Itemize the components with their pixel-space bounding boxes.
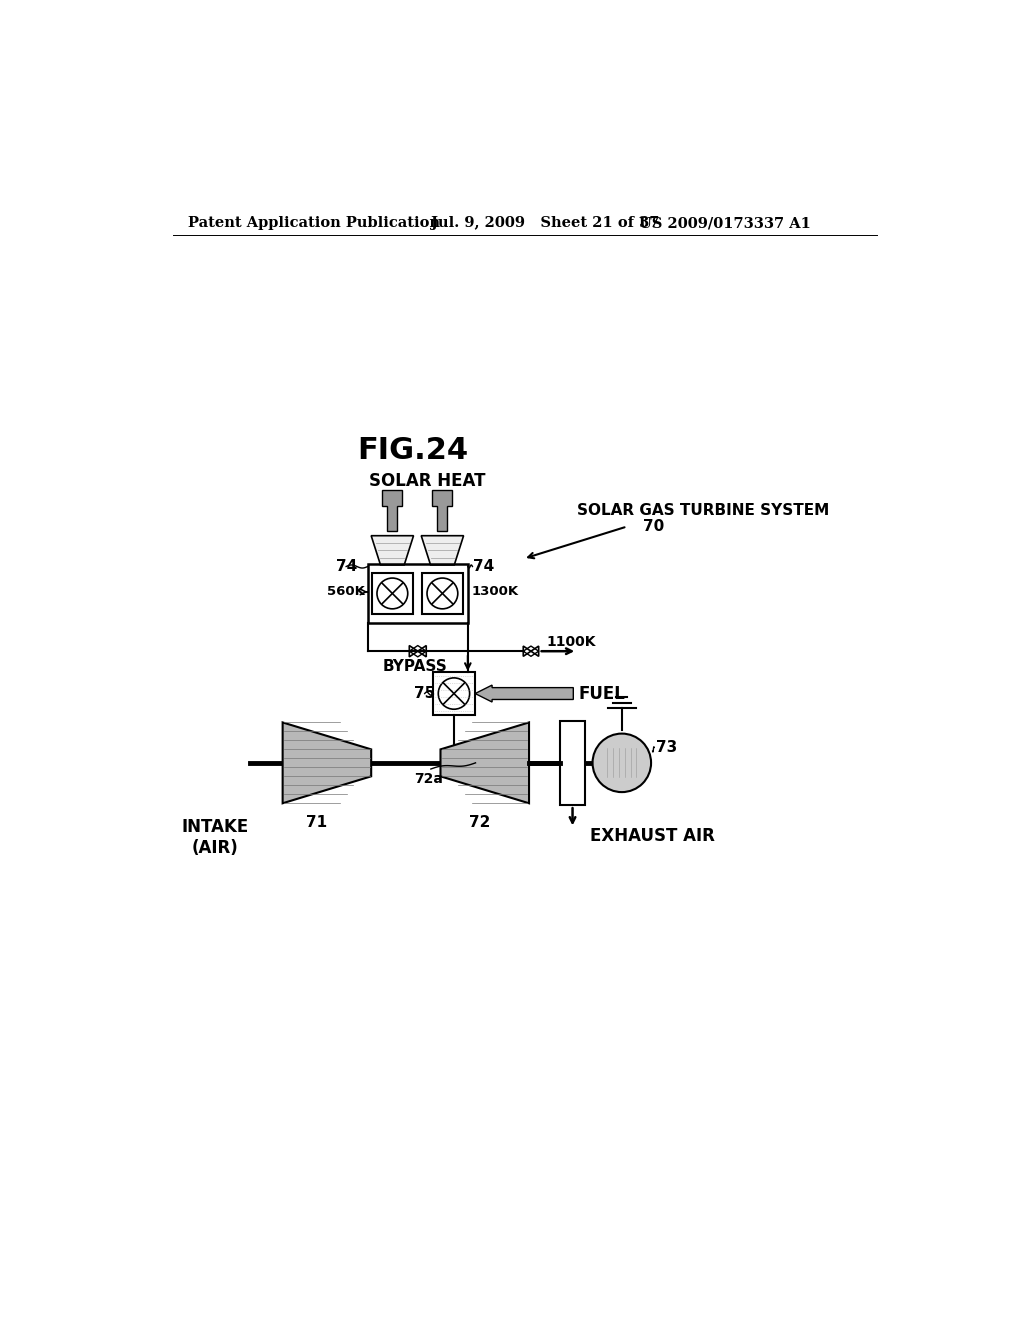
Polygon shape — [523, 645, 531, 656]
Polygon shape — [410, 645, 418, 657]
Polygon shape — [283, 722, 371, 804]
Polygon shape — [432, 490, 453, 531]
Text: EXHAUST AIR: EXHAUST AIR — [590, 826, 715, 845]
Circle shape — [427, 578, 458, 609]
Text: 74: 74 — [473, 558, 495, 574]
Text: Jul. 9, 2009   Sheet 21 of 37: Jul. 9, 2009 Sheet 21 of 37 — [431, 216, 659, 230]
Polygon shape — [421, 536, 464, 565]
Polygon shape — [531, 645, 539, 656]
Text: 70: 70 — [643, 519, 664, 533]
Circle shape — [377, 578, 408, 609]
Text: Patent Application Publication: Patent Application Publication — [188, 216, 440, 230]
Bar — [422, 573, 463, 614]
Text: SOLAR GAS TURBINE SYSTEM: SOLAR GAS TURBINE SYSTEM — [578, 503, 829, 517]
Text: FIG.24: FIG.24 — [357, 436, 469, 465]
Text: 73: 73 — [655, 741, 677, 755]
Text: 74: 74 — [336, 558, 357, 574]
Text: SOLAR HEAT: SOLAR HEAT — [370, 471, 485, 490]
Text: 71: 71 — [306, 816, 328, 830]
Text: 75: 75 — [414, 686, 435, 701]
Text: US 2009/0173337 A1: US 2009/0173337 A1 — [639, 216, 811, 230]
Text: 1100K: 1100K — [547, 635, 596, 649]
Text: 72: 72 — [469, 816, 490, 830]
Polygon shape — [382, 490, 402, 531]
Polygon shape — [418, 645, 426, 657]
Bar — [372, 573, 413, 614]
Bar — [560, 721, 585, 805]
Text: 72a: 72a — [414, 772, 442, 787]
Polygon shape — [371, 536, 414, 565]
Bar — [433, 672, 475, 714]
Text: FUEL: FUEL — [579, 685, 626, 702]
Polygon shape — [440, 722, 529, 804]
Text: 1300K: 1300K — [472, 585, 519, 598]
Text: BYPASS: BYPASS — [382, 659, 447, 675]
Polygon shape — [475, 685, 573, 702]
Bar — [368, 564, 468, 623]
Text: 560K: 560K — [327, 585, 365, 598]
Circle shape — [593, 734, 651, 792]
Text: INTAKE
(AIR): INTAKE (AIR) — [181, 818, 249, 857]
